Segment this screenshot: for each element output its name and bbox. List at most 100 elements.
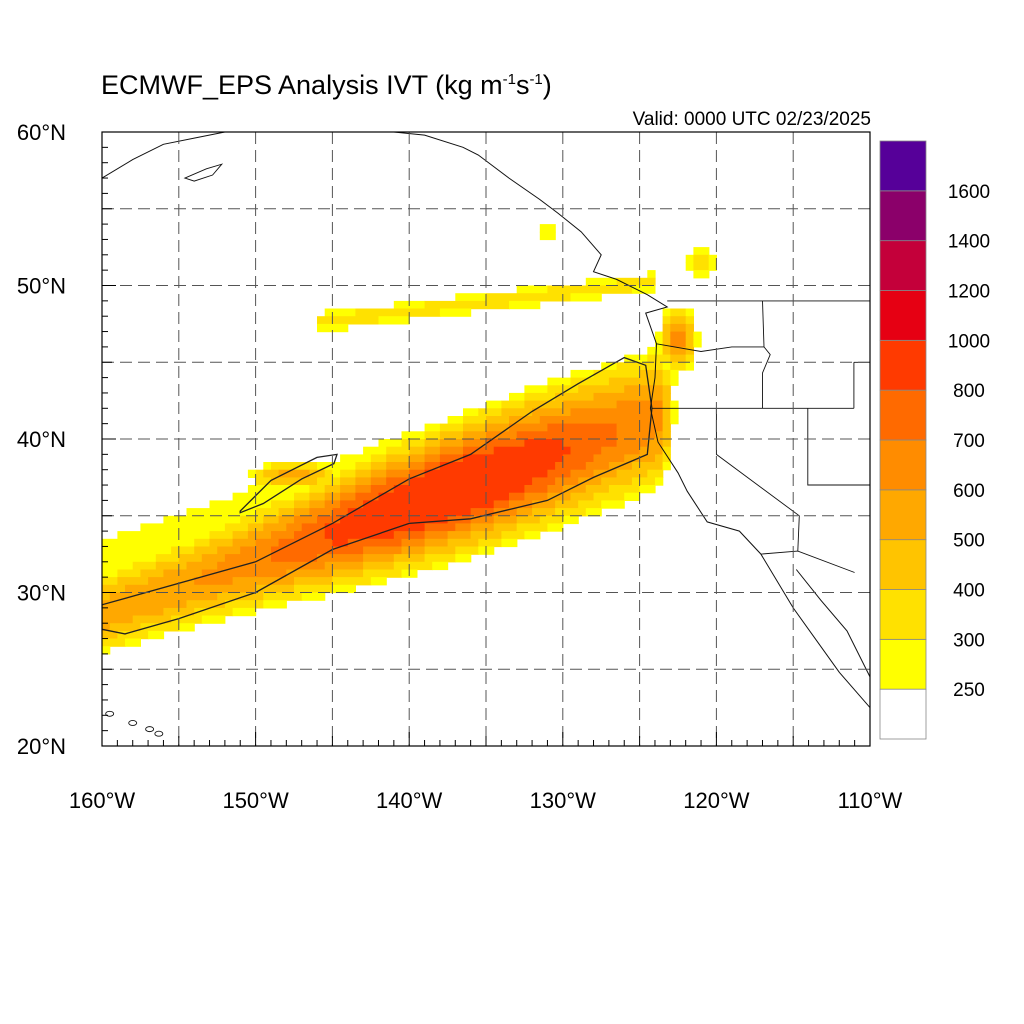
ivt-cell: [386, 477, 410, 486]
ivt-cell: [439, 308, 472, 317]
ivt-cell: [317, 477, 341, 486]
ivt-cell: [224, 554, 272, 563]
colorbar-label: 700: [953, 431, 985, 452]
kodiak-island: [183, 163, 224, 182]
ivt-cell: [685, 339, 694, 348]
ivt-cell: [271, 462, 318, 471]
ivt-cell: [271, 477, 318, 486]
ivt-cell: [148, 577, 195, 586]
ivt-cell: [317, 554, 364, 563]
ivt-cell: [301, 523, 326, 532]
lon-tick-label: 130°W: [530, 788, 597, 813]
ivt-cell: [562, 454, 595, 463]
ivt-cell: [255, 538, 280, 548]
ivt-cell: [324, 561, 364, 571]
ivt-cell: [255, 584, 295, 594]
boundary-line: [715, 408, 800, 552]
ivt-cell: [309, 500, 326, 509]
ivt-cell: [593, 392, 664, 402]
ivt-cell: [439, 431, 464, 440]
colorbar-label: 800: [953, 381, 985, 402]
ivt-cell: [347, 538, 403, 548]
ivt-cell: [439, 446, 464, 455]
ivt-cell: [424, 446, 441, 455]
ivt-cell: [409, 462, 426, 471]
ivt-cell: [670, 369, 679, 379]
ivt-cell: [301, 592, 326, 601]
ivt-cell: [439, 439, 464, 448]
lon-tick-label: 110°W: [838, 788, 903, 813]
ivt-cell: [117, 577, 149, 586]
ivt-cell: [363, 446, 387, 455]
colorbar-swatch: [879, 140, 927, 192]
ivt-cell: [516, 523, 548, 532]
ivt-cell: [102, 630, 118, 640]
ivt-cell: [524, 485, 548, 494]
ivt-cell: [102, 615, 134, 624]
colorbar-swatch: [879, 389, 927, 441]
ivt-cell: [140, 523, 226, 532]
ivt-cell: [547, 523, 564, 532]
ivt-cell: [532, 508, 556, 517]
ivt-cell: [309, 508, 333, 517]
ivt-cell: [370, 577, 387, 586]
ivt-cell: [478, 538, 502, 548]
ivt-cell: [194, 538, 211, 548]
ivt-cell: [693, 247, 710, 256]
ivt-cell: [386, 462, 410, 471]
ivt-cell: [439, 462, 556, 471]
ivt-cell: [570, 369, 595, 379]
ivt-cell: [670, 339, 687, 348]
ivt-cell: [601, 500, 625, 509]
ivt-cell: [102, 600, 188, 609]
ivt-cell: [693, 254, 710, 264]
ivt-cell: [294, 577, 333, 586]
ivt-cell: [532, 408, 572, 417]
gulf-of-california-coast: [795, 569, 870, 678]
ivt-cell: [370, 469, 387, 478]
ivt-cell: [463, 408, 479, 417]
hawaii-island: [154, 730, 164, 737]
ivt-cell: [263, 462, 272, 471]
ivt-cell: [340, 515, 449, 525]
lon-tick-label: 160°W: [69, 788, 136, 813]
ivt-cell: [317, 515, 341, 525]
valid-time: Valid: 0000 UTC 02/23/2025: [632, 109, 871, 130]
colorbar-swatch: [879, 190, 927, 242]
ivt-cell: [685, 308, 694, 317]
ivt-cell: [102, 538, 195, 548]
lat-tick-label: 50°N: [17, 274, 66, 299]
ivt-cell: [340, 485, 357, 494]
ivt-cell: [501, 538, 518, 548]
ivt-cell: [432, 561, 449, 571]
ivt-cell: [286, 523, 303, 532]
ivt-cell: [670, 362, 687, 371]
ivt-cell: [102, 577, 118, 586]
ivt-cell: [255, 477, 272, 486]
ivt-cell: [117, 569, 141, 578]
ivt-cell: [593, 369, 641, 379]
ivt-cell: [631, 462, 664, 471]
ivt-cell: [324, 500, 341, 509]
ivt-cell: [662, 323, 671, 333]
ivt-cell: [647, 270, 656, 279]
ivt-cell: [647, 354, 671, 363]
boundary-line: [807, 408, 870, 486]
ivt-cell: [278, 508, 295, 517]
ivt-cell: [232, 531, 249, 540]
ivt-cell: [532, 500, 556, 509]
ivt-cell: [708, 254, 717, 264]
ivt-cell: [424, 300, 510, 310]
colorbar-swatch: [879, 539, 927, 590]
ivt-cell: [585, 462, 610, 471]
ivt-cell: [271, 554, 318, 563]
ivt-cell: [624, 492, 641, 501]
hawaii-island: [105, 710, 115, 717]
ivt-cell: [631, 477, 656, 486]
colorbar-label: 500: [953, 531, 985, 552]
ivt-cell: [647, 439, 664, 448]
ivt-cell: [363, 561, 395, 571]
ivt-cell: [424, 431, 441, 440]
ivt-cell: [516, 285, 548, 294]
ivt-cell: [524, 531, 541, 540]
